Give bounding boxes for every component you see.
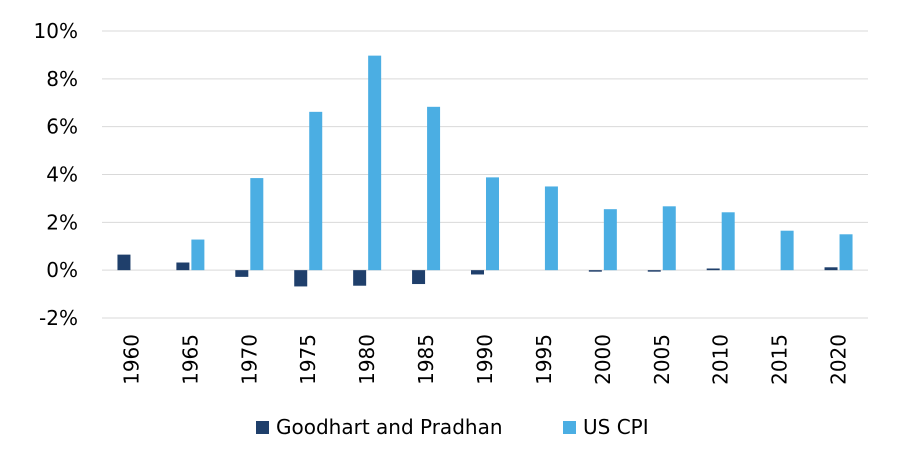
legend: Goodhart and Pradhan US CPI — [256, 415, 649, 439]
bar-goodhart-pradhan-2000 — [588, 270, 602, 272]
x-tick-label: 1995 — [532, 334, 556, 385]
x-tick-label: 2010 — [709, 334, 733, 385]
legend-label-us-cpi: US CPI — [583, 415, 649, 439]
x-tick-label: 1985 — [414, 334, 438, 385]
legend-swatch-goodhart-pradhan — [256, 421, 269, 434]
bar-goodhart-pradhan-2010 — [706, 268, 720, 271]
bar-goodhart-pradhan-1990 — [471, 270, 484, 275]
x-tick-label: 1970 — [237, 334, 261, 385]
y-tick-label: 10% — [34, 19, 78, 43]
x-tick-label: 2005 — [650, 334, 674, 385]
y-tick-label: 0% — [46, 258, 78, 282]
x-tick-label: 2000 — [591, 334, 615, 385]
x-tick-label: 1980 — [355, 334, 379, 385]
bar-us-cpi-1995 — [544, 186, 558, 271]
x-tick-label: 1960 — [119, 334, 143, 385]
x-tick-label: 1975 — [296, 334, 320, 385]
legend-label-goodhart-pradhan: Goodhart and Pradhan — [276, 415, 503, 439]
bars — [117, 55, 853, 287]
bar-goodhart-pradhan-2005 — [647, 270, 661, 272]
legend-swatch-us-cpi — [563, 421, 576, 434]
y-tick-label: -2% — [39, 306, 78, 330]
bar-goodhart-pradhan-1975 — [294, 270, 308, 287]
bar-goodhart-pradhan-1980 — [353, 270, 367, 286]
bar-us-cpi-1985 — [427, 106, 441, 271]
bar-goodhart-pradhan-1970 — [235, 270, 249, 277]
bar-us-cpi-1980 — [368, 55, 382, 271]
bar-goodhart-pradhan-1965 — [176, 262, 190, 271]
x-tick-label: 1965 — [178, 334, 202, 385]
bar-us-cpi-1965 — [191, 239, 205, 271]
x-tick-label: 2020 — [827, 334, 851, 385]
y-tick-label: 4% — [46, 163, 78, 187]
x-axis-tick-labels: 1960 1965 1970 1975 1980 1985 1990 1995 2000 2005… — [119, 334, 850, 385]
x-tick-label: 1990 — [473, 334, 497, 385]
bar-goodhart-pradhan-1960 — [117, 254, 131, 271]
bar-us-cpi-2005 — [662, 206, 676, 271]
bar-us-cpi-2000 — [603, 209, 617, 271]
y-tick-label: 2% — [46, 210, 78, 234]
grid-lines — [102, 30, 868, 319]
bar-goodhart-pradhan-1985 — [412, 270, 426, 285]
bar-us-cpi-2010 — [721, 212, 735, 271]
x-tick-label: 2015 — [768, 334, 792, 385]
y-tick-label: 6% — [46, 115, 78, 139]
y-tick-label: 8% — [46, 67, 78, 91]
bar-us-cpi-1970 — [250, 178, 264, 271]
bar-us-cpi-1990 — [486, 177, 499, 271]
bar-goodhart-pradhan-2020 — [824, 267, 838, 271]
bar-us-cpi-2015 — [780, 230, 794, 271]
bar-us-cpi-1975 — [309, 111, 323, 271]
y-axis-tick-labels: -2% 0% 2% 4% 6% 8% 10% — [34, 19, 78, 330]
bar-us-cpi-2020 — [839, 234, 853, 271]
